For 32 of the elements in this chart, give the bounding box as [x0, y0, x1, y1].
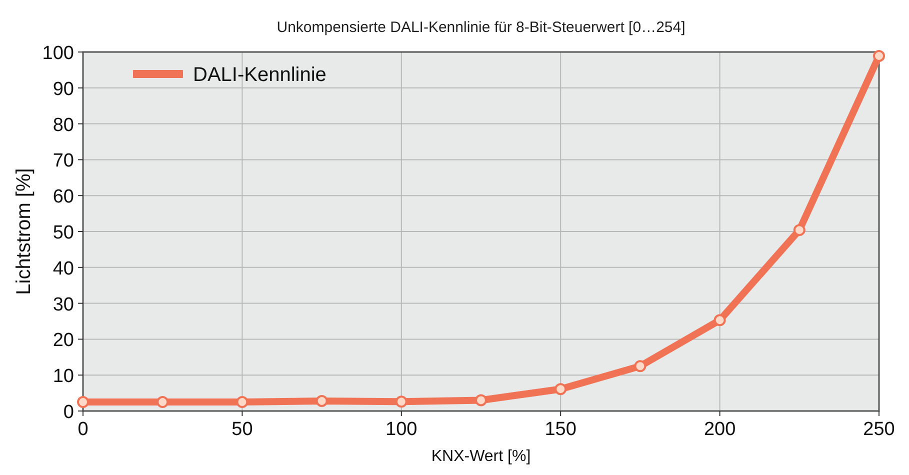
legend-label: DALI-Kennlinie: [193, 64, 326, 86]
y-tick-label: 30: [52, 294, 74, 316]
chart-title: Unkompensierte DALI-Kennlinie für 8-Bit-Steuerwert [0…254]: [276, 19, 686, 36]
x-tick-label: 150: [544, 419, 576, 440]
y-tick-label: 10: [52, 366, 74, 388]
y-tick-label: 80: [52, 114, 74, 136]
point: [156, 396, 169, 408]
x-tick-label: 0: [78, 419, 88, 440]
x-tick-label: 200: [704, 419, 736, 440]
point: [316, 394, 328, 407]
x-tick-label: 100: [386, 419, 418, 440]
point: [395, 396, 408, 408]
y-tick-label: 20: [52, 330, 74, 352]
y-tick-label: 60: [52, 186, 74, 208]
x-tick-label: 50: [232, 419, 253, 440]
point: [634, 360, 646, 372]
y-tick-label: 50: [52, 222, 74, 244]
point: [554, 383, 567, 396]
y-tick-label: 0: [63, 402, 74, 423]
y-tick-label: 100: [42, 43, 74, 64]
point: [793, 224, 806, 236]
y-axis-title: Lichtstrom [%]: [13, 168, 35, 295]
x-tick-label: 250: [863, 419, 895, 440]
x-axis-title: KNX-Wert [%]: [431, 448, 531, 465]
point: [714, 314, 726, 326]
point: [77, 396, 89, 408]
point: [475, 394, 487, 406]
y-tick-label: 40: [52, 258, 74, 280]
point: [873, 50, 885, 62]
y-tick-label: 90: [52, 78, 74, 100]
y-tick-label: 70: [52, 150, 74, 172]
point: [236, 396, 248, 408]
